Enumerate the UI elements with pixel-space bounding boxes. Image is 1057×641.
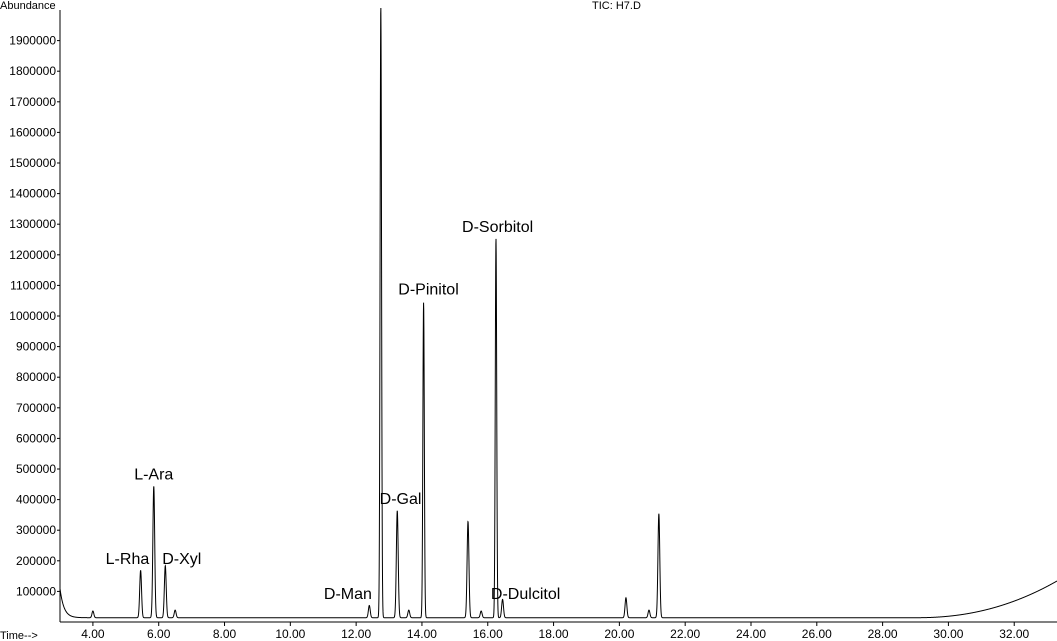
peak-label: D-Pinitol [398, 282, 458, 299]
y-tick-label: 500000 [16, 462, 56, 476]
y-tick-label: 900000 [16, 340, 56, 354]
x-tick-label: 16.00 [473, 627, 503, 641]
peak-label: D-Dulcitol [491, 586, 560, 603]
y-tick-label: 1200000 [9, 248, 56, 262]
y-tick-label: 300000 [16, 523, 56, 537]
x-tick-label: 4.00 [81, 627, 105, 641]
peak-label: L-Ara [134, 467, 173, 484]
y-tick-label: 1000000 [9, 309, 56, 323]
peak-label: D-Sorbitol [462, 219, 533, 236]
x-tick-label: 12.00 [341, 627, 371, 641]
y-tick-label: 200000 [16, 554, 56, 568]
x-tick-label: 14.00 [407, 627, 437, 641]
x-axis-ticks: 4.00 6.00 8.00 10.00 12.00 14.00 16.00 18.00 20.… [81, 622, 1030, 641]
x-tick-label: 18.00 [539, 627, 569, 641]
y-tick-label: 600000 [16, 431, 56, 445]
peak-label: D-Gal [380, 491, 422, 508]
chart-title: TIC: H7.D [592, 0, 641, 12]
x-tick-label: 22.00 [670, 627, 700, 641]
x-tick-label: 20.00 [604, 627, 634, 641]
y-tick-label: 100000 [16, 584, 56, 598]
x-tick-label: 10.00 [275, 627, 305, 641]
tic-trace [59, 7, 1057, 619]
x-tick-label: 26.00 [802, 627, 832, 641]
y-tick-label: 1900000 [9, 34, 56, 48]
y-tick-label: 1500000 [9, 156, 56, 170]
y-tick-label: 1600000 [9, 125, 56, 139]
peak-label: D-Man [324, 586, 372, 603]
peak-label: D-Glc [360, 0, 401, 2]
y-tick-label: 1700000 [9, 95, 56, 109]
y-axis-ticks: 100000 200000 300000 400000 500000 600000 7000… [9, 34, 60, 598]
x-tick-label: 30.00 [933, 627, 963, 641]
peak-label: D-Xyl [162, 551, 201, 568]
x-tick-label: 24.00 [736, 627, 766, 641]
peak-label: L-Rha [106, 551, 150, 568]
x-tick-label: 28.00 [868, 627, 898, 641]
x-tick-label: 32.00 [999, 627, 1029, 641]
y-tick-label: 1100000 [10, 278, 56, 292]
y-tick-label: 700000 [16, 401, 56, 415]
y-tick-label: 400000 [16, 493, 56, 507]
y-tick-label: 1800000 [9, 64, 56, 78]
y-tick-label: 1400000 [9, 187, 56, 201]
y-tick-label: 1300000 [9, 217, 56, 231]
x-tick-label: 6.00 [147, 627, 171, 641]
peak-annotations: L-Rha L-Ara D-Xyl D-Man D-Glc D-Gal D-Pinitol D… [106, 0, 561, 603]
x-axis-title: Time--> [0, 630, 38, 641]
y-tick-label: 800000 [16, 370, 56, 384]
axes [59, 10, 1057, 623]
y-axis-title: Abundance [0, 0, 56, 12]
x-tick-label: 8.00 [213, 627, 237, 641]
